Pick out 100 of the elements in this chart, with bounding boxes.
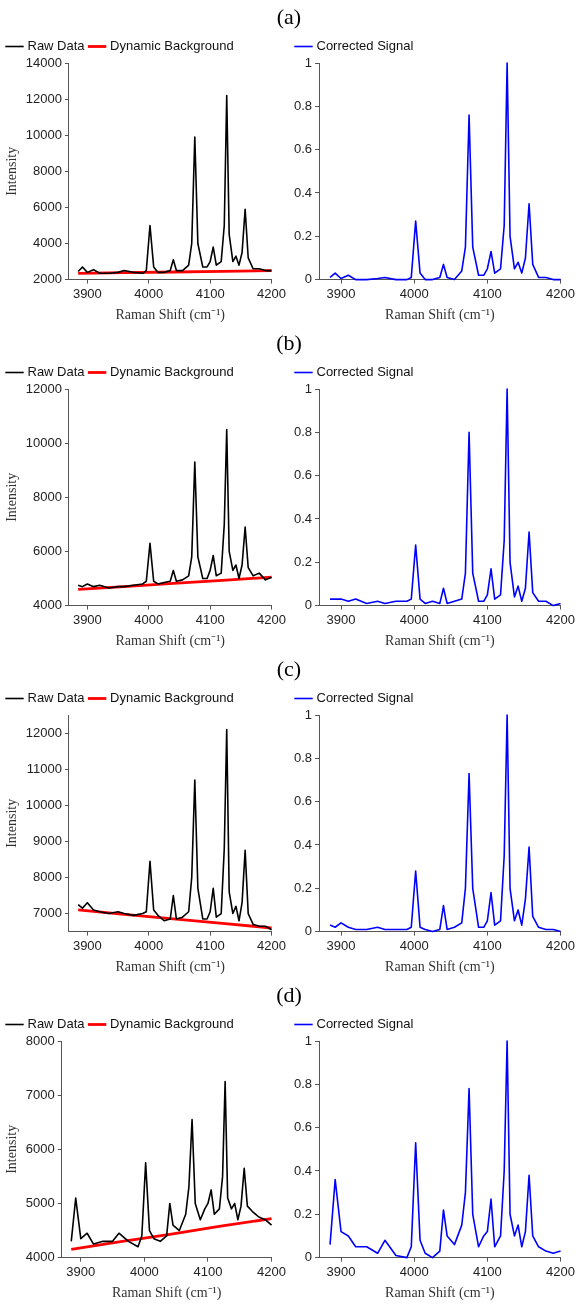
- x-tick-label: 3900: [326, 937, 356, 953]
- y-tick-label: 2000: [33, 271, 62, 287]
- y-tick-label: 14000: [25, 54, 62, 70]
- legend-label: Raw Data: [27, 690, 86, 706]
- x-tick-label: 4200: [257, 937, 286, 953]
- x-tick-label: 4000: [134, 611, 164, 627]
- y-tick-label: 0.2: [293, 879, 313, 895]
- x-axis-title: Raman Shift (cm⁻¹): [385, 1285, 495, 1302]
- x-axis-title: Raman Shift (cm⁻¹): [385, 307, 495, 324]
- x-tick-label: 4200: [546, 285, 575, 301]
- x-tick-label: 4100: [472, 611, 502, 627]
- x-tick-label: 4000: [134, 285, 164, 301]
- legend-label: Dynamic Background: [110, 690, 234, 706]
- x-tick-label: 4000: [399, 937, 429, 953]
- y-tick-label: 0.6: [293, 141, 313, 157]
- y-tick-label: 0.4: [293, 836, 313, 852]
- y-tick-label: 8000: [25, 1032, 55, 1048]
- x-tick-label: 4100: [472, 1263, 502, 1279]
- x-tick-label: 4000: [129, 1263, 159, 1279]
- y-tick-label: 7000: [25, 1086, 55, 1102]
- x-tick-label: 3900: [326, 285, 356, 301]
- x-tick-label: 4000: [399, 285, 429, 301]
- x-tick-label: 4200: [546, 611, 575, 627]
- y-axis-title: Intensity: [4, 146, 20, 196]
- x-tick-label: 4000: [399, 611, 429, 627]
- y-tick-label: 9000: [33, 832, 62, 848]
- legend-label: Corrected Signal: [316, 364, 414, 380]
- y-tick-label: 0: [304, 271, 313, 287]
- x-tick-label: 4000: [134, 937, 164, 953]
- legend-label: Dynamic Background: [110, 1016, 234, 1032]
- y-tick-label: 10000: [25, 796, 62, 812]
- y-tick-label: 7000: [33, 905, 62, 921]
- x-axis-title: Raman Shift (cm⁻¹): [115, 959, 226, 976]
- y-axis-title: Intensity: [4, 798, 20, 848]
- legend-label: Raw Data: [27, 1016, 86, 1032]
- y-tick-label: 12000: [25, 90, 62, 106]
- x-tick-label: 4000: [399, 1263, 429, 1279]
- legend-label: Corrected Signal: [316, 38, 414, 54]
- y-tick-label: 1: [304, 380, 313, 396]
- y-tick-label: 1: [304, 54, 313, 70]
- y-tick-label: 8000: [33, 488, 62, 504]
- y-tick-label: 6000: [33, 198, 62, 214]
- x-tick-label: 4200: [257, 285, 286, 301]
- y-tick-label: 0: [304, 923, 313, 939]
- x-axis-title: Raman Shift (cm⁻¹): [385, 633, 495, 650]
- x-tick-label: 3900: [72, 285, 102, 301]
- y-tick-label: 0: [304, 1249, 313, 1265]
- y-tick-label: 8000: [33, 162, 62, 178]
- x-tick-label: 3900: [326, 611, 356, 627]
- y-tick-label: 0.6: [293, 1119, 313, 1135]
- legend-label: Corrected Signal: [316, 1016, 414, 1032]
- x-tick-label: 4100: [195, 611, 225, 627]
- x-tick-label: 4100: [472, 937, 502, 953]
- x-axis-title: Raman Shift (cm⁻¹): [115, 307, 226, 324]
- x-tick-label: 4200: [257, 611, 286, 627]
- x-axis-title: Raman Shift (cm⁻¹): [385, 959, 495, 976]
- chart-title: (b): [276, 330, 302, 355]
- y-axis-title: Intensity: [4, 1124, 20, 1174]
- y-tick-label: 0.8: [293, 749, 313, 765]
- x-tick-label: 4100: [195, 937, 225, 953]
- legend-label: Dynamic Background: [110, 364, 234, 380]
- y-tick-label: 0.6: [293, 793, 313, 809]
- y-tick-label: 0.2: [293, 1205, 313, 1221]
- x-axis-title: Raman Shift (cm⁻¹): [111, 1285, 222, 1302]
- x-tick-label: 4100: [195, 285, 225, 301]
- chart-title: (c): [276, 656, 302, 681]
- x-axis-title: Raman Shift (cm⁻¹): [115, 633, 226, 650]
- y-tick-label: 0.6: [293, 467, 313, 483]
- y-tick-label: 0.4: [293, 1162, 313, 1178]
- chart-title: (d): [276, 982, 302, 1007]
- y-tick-label: 4000: [33, 235, 62, 251]
- y-tick-label: 8000: [33, 869, 62, 885]
- y-tick-label: 0.8: [293, 1075, 313, 1091]
- y-tick-label: 0.4: [293, 184, 313, 200]
- x-tick-label: 4200: [546, 937, 575, 953]
- y-tick-label: 5000: [25, 1195, 55, 1211]
- y-tick-label: 0.4: [293, 510, 313, 526]
- y-tick-label: 10000: [25, 434, 62, 450]
- chart-title: (a): [276, 4, 302, 29]
- legend-label: Raw Data: [27, 38, 86, 54]
- y-tick-label: 6000: [33, 543, 62, 559]
- y-tick-label: 12000: [25, 724, 62, 740]
- x-tick-label: 4100: [472, 285, 502, 301]
- y-tick-label: 1: [304, 706, 313, 722]
- y-tick-label: 0.2: [293, 553, 313, 569]
- y-tick-label: 11000: [26, 760, 62, 776]
- y-tick-label: 4000: [25, 1249, 55, 1265]
- y-tick-label: 0.8: [293, 97, 313, 113]
- x-tick-label: 3900: [66, 1263, 96, 1279]
- y-tick-label: 0: [304, 597, 313, 613]
- y-tick-label: 0.2: [293, 227, 313, 243]
- y-tick-label: 1: [304, 1032, 313, 1048]
- legend-label: Dynamic Background: [110, 38, 234, 54]
- y-tick-label: 0.8: [293, 423, 313, 439]
- y-tick-label: 10000: [25, 126, 62, 142]
- y-tick-label: 6000: [25, 1140, 55, 1156]
- x-tick-label: 4200: [546, 1263, 575, 1279]
- legend-label: Raw Data: [27, 364, 86, 380]
- x-tick-label: 3900: [326, 1263, 356, 1279]
- x-tick-label: 4200: [257, 1263, 286, 1279]
